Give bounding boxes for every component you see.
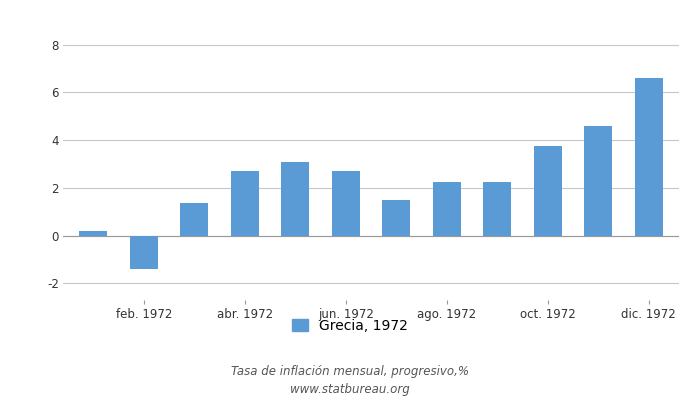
Bar xyxy=(130,236,158,269)
Bar xyxy=(281,162,309,236)
Bar xyxy=(79,231,107,236)
Bar xyxy=(635,78,663,236)
Legend: Grecia, 1972: Grecia, 1972 xyxy=(288,315,412,337)
Text: www.statbureau.org: www.statbureau.org xyxy=(290,384,410,396)
Bar xyxy=(584,126,612,236)
Bar xyxy=(382,200,410,236)
Text: Tasa de inflación mensual, progresivo,%: Tasa de inflación mensual, progresivo,% xyxy=(231,366,469,378)
Bar xyxy=(332,171,360,236)
Bar xyxy=(483,182,511,236)
Bar xyxy=(433,182,461,236)
Bar xyxy=(181,203,208,236)
Bar xyxy=(231,171,259,236)
Bar xyxy=(534,146,561,236)
